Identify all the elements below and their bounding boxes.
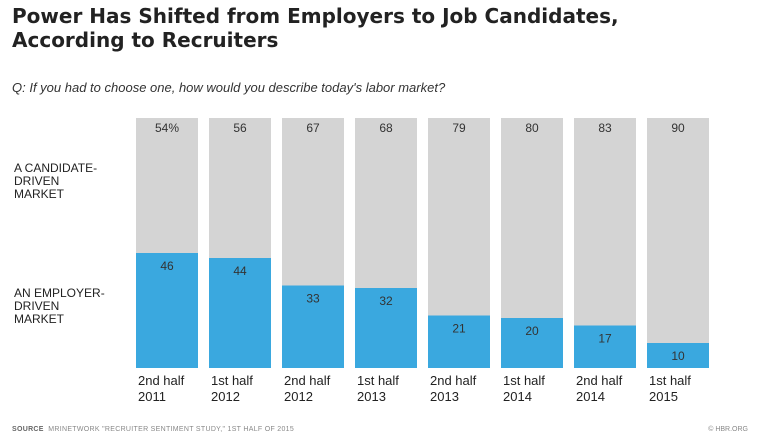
employer-label-line-3: MARKET <box>14 312 65 326</box>
title-line-2: According to Recruiters <box>12 28 279 52</box>
candidate-bar-7 <box>647 118 709 343</box>
x-tick-label-0-line-1: 2nd half <box>138 373 185 388</box>
x-tick-label-1-line-1: 1st half <box>211 373 253 388</box>
candidate-bar-4 <box>428 118 490 316</box>
employer-series-label: AN EMPLOYER- DRIVEN MARKET <box>14 287 124 326</box>
x-tick-label-2-line-1: 2nd half <box>284 373 331 388</box>
candidate-bar-3 <box>355 118 417 288</box>
source-note: SOURCE MRINETWORK "RECRUITER SENTIMENT S… <box>12 426 294 433</box>
employer-bar-4 <box>428 315 490 368</box>
employer-bar-1 <box>209 258 271 368</box>
employer-value-label-5: 20 <box>525 324 539 338</box>
employer-bar-5 <box>501 318 563 368</box>
employer-value-label-1: 44 <box>233 264 247 278</box>
candidate-bar-2 <box>282 118 344 286</box>
candidate-bar-1 <box>209 118 271 258</box>
x-tick-label-4-line-2: 2013 <box>430 389 459 404</box>
x-tick-label-4-line-1: 2nd half <box>430 373 477 388</box>
x-tick-label-6-line-1: 2nd half <box>576 373 623 388</box>
candidate-value-label-2: 67 <box>306 121 320 135</box>
employer-value-label-3: 32 <box>379 294 393 308</box>
candidate-bar-0 <box>136 118 198 253</box>
candidate-label-line-3: MARKET <box>14 187 65 201</box>
employer-value-label-6: 17 <box>598 332 612 346</box>
x-tick-label-3-line-1: 1st half <box>357 373 399 388</box>
employer-bar-0 <box>136 253 198 368</box>
employer-bar-6 <box>574 325 636 368</box>
employer-value-label-0: 46 <box>160 259 174 273</box>
employer-value-label-7: 10 <box>671 349 685 363</box>
hbr-credit: © HBR.ORG <box>708 426 748 433</box>
x-tick-label-6-line-2: 2014 <box>576 389 605 404</box>
candidate-bar-6 <box>574 118 636 326</box>
candidate-label-line-2: DRIVEN <box>14 174 60 188</box>
source-text: MRINETWORK "RECRUITER SENTIMENT STUDY," … <box>48 426 295 433</box>
x-tick-label-2-line-2: 2012 <box>284 389 313 404</box>
x-tick-label-7-line-1: 1st half <box>649 373 691 388</box>
candidate-value-label-3: 68 <box>379 121 393 135</box>
employer-bar-7 <box>647 343 709 368</box>
candidate-value-label-1: 56 <box>233 121 247 135</box>
x-tick-label-3-line-2: 2013 <box>357 389 386 404</box>
candidate-value-label-5: 80 <box>525 121 539 135</box>
title-line-1: Power Has Shifted from Employers to Job … <box>12 4 619 28</box>
candidate-label-line-1: A CANDIDATE- <box>14 161 98 175</box>
chart-title: Power Has Shifted from Employers to Job … <box>12 4 712 52</box>
candidate-value-label-0: 54% <box>155 121 179 135</box>
employer-value-label-2: 33 <box>306 292 320 306</box>
candidate-bar-5 <box>501 118 563 318</box>
x-tick-label-5-line-1: 1st half <box>503 373 545 388</box>
employer-value-label-4: 21 <box>452 322 466 336</box>
x-tick-label-1-line-2: 2012 <box>211 389 240 404</box>
employer-label-line-2: DRIVEN <box>14 299 60 313</box>
employer-label-line-1: AN EMPLOYER- <box>14 286 105 300</box>
employer-bar-3 <box>355 288 417 368</box>
source-label: SOURCE <box>12 426 44 433</box>
x-tick-label-7-line-2: 2015 <box>649 389 678 404</box>
x-tick-label-5-line-2: 2014 <box>503 389 532 404</box>
chart-subtitle: Q: If you had to choose one, how would y… <box>12 80 446 95</box>
candidate-value-label-4: 79 <box>452 121 466 135</box>
candidate-series-label: A CANDIDATE- DRIVEN MARKET <box>14 162 124 201</box>
x-tick-label-0-line-2: 2011 <box>138 389 166 404</box>
candidate-value-label-6: 83 <box>598 121 612 135</box>
employer-bar-2 <box>282 285 344 368</box>
candidate-value-label-7: 90 <box>671 121 685 135</box>
